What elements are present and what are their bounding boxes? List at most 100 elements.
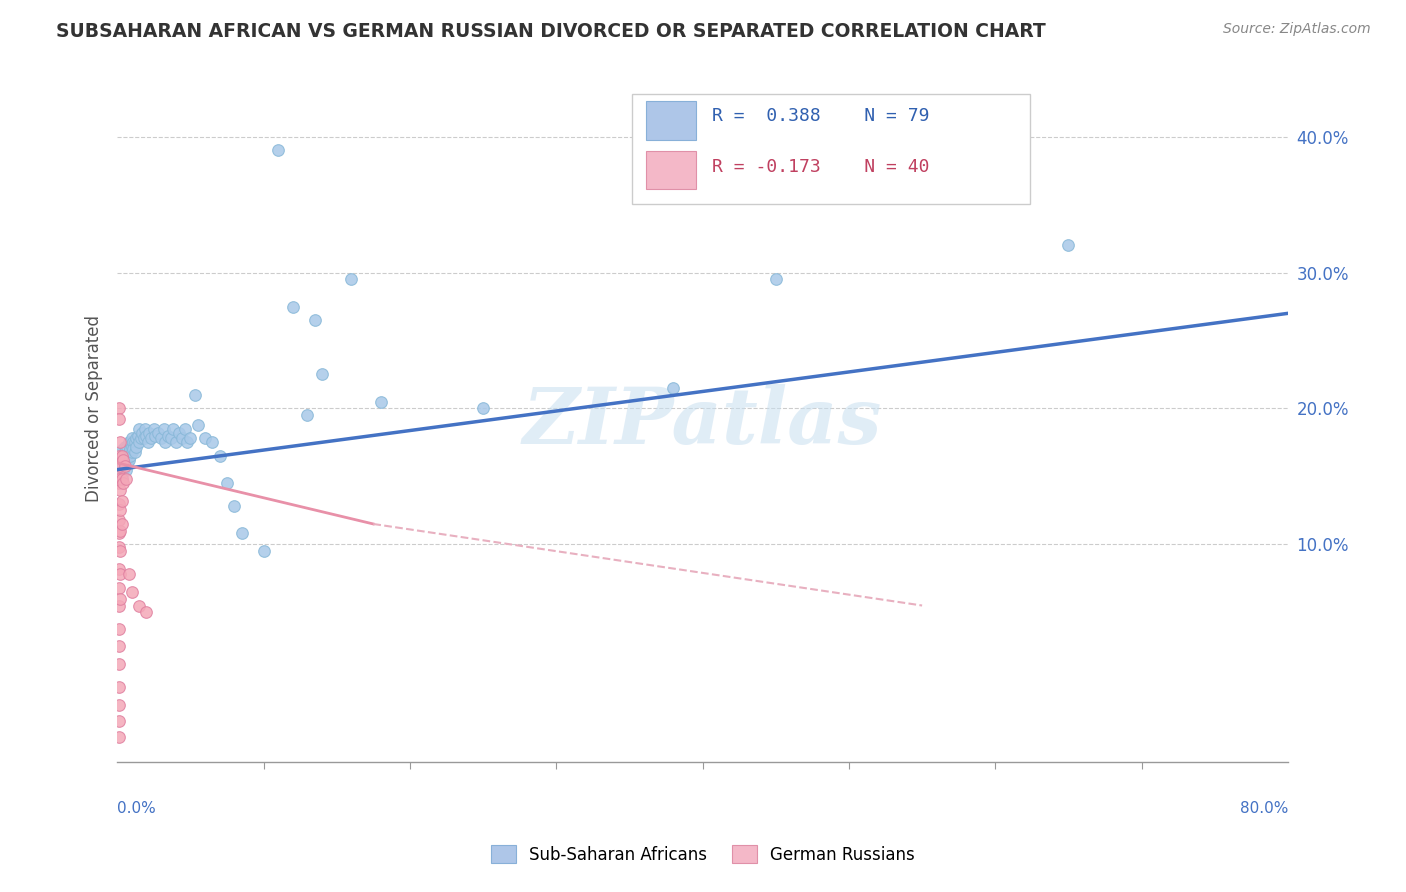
Point xyxy=(150,431,173,445)
Point xyxy=(107,680,129,694)
Point xyxy=(108,469,131,483)
Point xyxy=(112,462,135,476)
Point xyxy=(127,428,149,442)
Point xyxy=(114,458,136,473)
Point xyxy=(108,456,131,470)
Point xyxy=(107,526,129,541)
Point xyxy=(110,449,132,463)
Point xyxy=(252,544,274,558)
Point xyxy=(108,462,131,476)
Point xyxy=(179,431,201,445)
Point xyxy=(153,422,176,436)
Y-axis label: Divorced or Separated: Divorced or Separated xyxy=(86,315,103,502)
Point xyxy=(124,445,146,459)
Point xyxy=(167,425,190,440)
Point xyxy=(128,422,150,436)
Point xyxy=(157,428,180,442)
Point xyxy=(110,472,132,486)
Point xyxy=(117,449,139,463)
Point xyxy=(201,435,224,450)
Point xyxy=(107,476,129,491)
Point xyxy=(267,143,290,157)
Point xyxy=(134,422,156,436)
Point xyxy=(662,381,685,395)
Point xyxy=(231,526,253,541)
Point xyxy=(108,503,131,517)
Point xyxy=(112,449,135,463)
Point xyxy=(107,731,129,745)
Point xyxy=(208,449,231,463)
Legend: Sub-Saharan Africans, German Russians: Sub-Saharan Africans, German Russians xyxy=(484,838,922,871)
Point xyxy=(125,431,148,445)
Point xyxy=(110,467,132,481)
Point xyxy=(117,440,139,454)
Text: SUBSAHARAN AFRICAN VS GERMAN RUSSIAN DIVORCED OR SEPARATED CORRELATION CHART: SUBSAHARAN AFRICAN VS GERMAN RUSSIAN DIV… xyxy=(56,22,1046,41)
Point xyxy=(118,445,141,459)
Point xyxy=(108,567,131,582)
Point xyxy=(114,451,136,466)
Point xyxy=(224,500,246,514)
Point xyxy=(121,440,143,454)
Point xyxy=(122,435,145,450)
Point xyxy=(118,435,141,450)
Point xyxy=(107,714,129,728)
Point xyxy=(162,422,184,436)
Point xyxy=(117,456,139,470)
Point xyxy=(108,591,131,606)
Point xyxy=(146,425,169,440)
Point xyxy=(118,453,141,467)
Point xyxy=(107,401,129,416)
Point xyxy=(173,422,195,436)
Point xyxy=(128,435,150,450)
Point xyxy=(472,401,495,416)
Point xyxy=(110,494,132,508)
Point xyxy=(107,640,129,654)
Point xyxy=(124,435,146,450)
Point xyxy=(132,431,155,445)
Point xyxy=(108,544,131,558)
Point xyxy=(194,431,217,445)
Point xyxy=(115,472,138,486)
Point xyxy=(112,456,135,470)
Point xyxy=(143,428,166,442)
Text: 0.0%: 0.0% xyxy=(117,801,156,815)
Point xyxy=(121,445,143,459)
Point xyxy=(121,431,143,445)
FancyBboxPatch shape xyxy=(647,151,696,189)
Point xyxy=(110,458,132,473)
Point xyxy=(184,388,207,402)
Point xyxy=(1057,238,1080,252)
Point xyxy=(120,449,142,463)
Point xyxy=(107,599,129,613)
Point xyxy=(135,428,157,442)
Point xyxy=(118,567,141,582)
Text: Source: ZipAtlas.com: Source: ZipAtlas.com xyxy=(1223,22,1371,37)
Point xyxy=(108,435,131,450)
Point xyxy=(107,540,129,554)
Point xyxy=(115,442,138,457)
Point xyxy=(110,453,132,467)
Point xyxy=(304,313,326,327)
Point xyxy=(107,412,129,426)
Point xyxy=(108,458,131,473)
Point xyxy=(108,483,131,497)
Point xyxy=(107,472,129,486)
Point xyxy=(170,431,193,445)
Text: 80.0%: 80.0% xyxy=(1240,801,1288,815)
Point xyxy=(370,394,392,409)
Point xyxy=(136,435,159,450)
Point xyxy=(131,425,153,440)
Point xyxy=(765,272,787,286)
Point xyxy=(114,440,136,454)
Point xyxy=(121,585,143,599)
Point xyxy=(122,442,145,457)
Point xyxy=(115,453,138,467)
Point xyxy=(128,599,150,613)
Point xyxy=(110,472,132,486)
Point xyxy=(107,462,129,476)
Point xyxy=(107,698,129,712)
Point xyxy=(155,435,177,450)
Text: ZIPatlas: ZIPatlas xyxy=(523,384,883,461)
Point xyxy=(107,622,129,636)
Point xyxy=(115,462,138,476)
